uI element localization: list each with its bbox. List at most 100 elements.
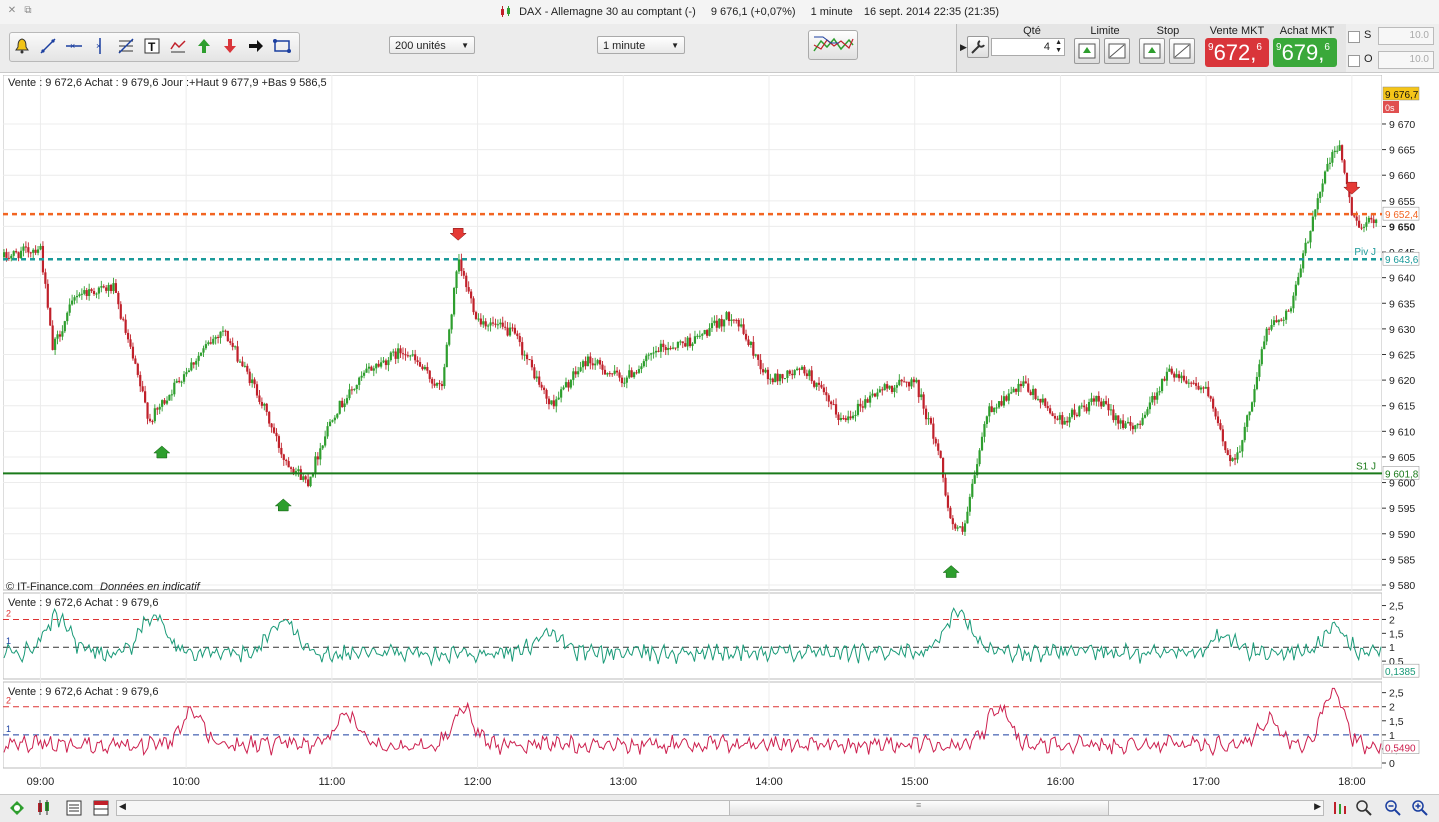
collapse-arrow-icon[interactable]: ▶ [960, 42, 967, 52]
panel2-tick-label: 0 [1389, 758, 1395, 770]
horizontal-scrollbar[interactable]: ◀ ≡ ▶ [116, 800, 1324, 816]
candle-body [1173, 373, 1176, 378]
candle-body [387, 360, 390, 366]
orange-level-badge-bg [1382, 206, 1420, 221]
settings-button[interactable] [967, 36, 989, 58]
candle-body [698, 335, 701, 337]
candle-body [499, 322, 502, 325]
candle-body [1224, 441, 1227, 451]
interval-select[interactable]: 1 minute ▼ [597, 36, 685, 54]
candle-body [1143, 414, 1147, 418]
panel1-info: Vente : 9 672,6 Achat : 9 679,6 [8, 597, 159, 609]
candle-body [36, 249, 40, 253]
candle-body [231, 342, 234, 347]
buy-arrow-icon[interactable] [194, 37, 214, 57]
candle-body [124, 319, 127, 333]
indicators-button[interactable] [808, 30, 858, 60]
candle-body [348, 389, 351, 399]
o-input[interactable]: 10.0 [1378, 51, 1434, 69]
candle-body [1131, 425, 1134, 430]
candle-body [440, 384, 444, 387]
panel2-series-line [3, 687, 1382, 757]
stop-buy-button[interactable] [1139, 38, 1165, 64]
scroll-left-icon[interactable]: ◀ [119, 801, 126, 811]
candle-body [66, 312, 69, 322]
candle-body [606, 373, 609, 375]
candle-body [338, 400, 341, 414]
units-select-value: 200 unités [395, 40, 446, 52]
vline-tool-icon[interactable]: × [90, 37, 110, 57]
buy-mkt-button[interactable]: 9679,6 [1273, 38, 1337, 67]
indicator-icon[interactable] [168, 37, 188, 57]
candle-type-icon[interactable] [35, 799, 53, 817]
candle-body [949, 507, 952, 519]
candle-body [791, 373, 794, 376]
stop-sell-icon [1173, 43, 1191, 59]
pointer-icon[interactable] [246, 37, 266, 57]
zoom-out-icon[interactable] [1384, 799, 1402, 817]
list-icon[interactable] [65, 799, 83, 817]
scroll-thumb[interactable]: ≡ [729, 800, 1109, 815]
candle-body [662, 343, 665, 348]
zoom-rect-icon[interactable] [272, 37, 292, 57]
fibonacci-icon[interactable] [116, 37, 136, 57]
candle-body [144, 391, 147, 403]
candle-body [314, 456, 317, 473]
candle-body [1007, 393, 1010, 401]
stepper-icon[interactable]: ▲ ▼ [1055, 39, 1062, 54]
candle-body [470, 291, 473, 299]
candle-body [584, 361, 587, 367]
settings-icon[interactable] [8, 799, 26, 817]
candle-body [934, 438, 937, 444]
candle-body [873, 393, 877, 397]
limit-buy-button[interactable] [1074, 38, 1100, 64]
candle-body [5, 252, 8, 258]
o-checkbox[interactable] [1348, 55, 1360, 67]
candle-body [431, 378, 434, 384]
detach-icon[interactable]: ⧉ [24, 5, 32, 16]
text-tool-icon[interactable]: T [142, 37, 162, 57]
candle-body [995, 407, 998, 409]
candle-body [1078, 406, 1081, 417]
candle-body [1073, 409, 1076, 415]
line-tool-icon[interactable] [38, 37, 58, 57]
s-input[interactable]: 10.0 [1378, 27, 1434, 45]
qty-input[interactable]: 4 ▲ ▼ [991, 38, 1065, 56]
hline-tool-icon[interactable]: × [64, 37, 84, 57]
candle-body [569, 379, 572, 388]
candle-body [774, 373, 777, 383]
s-checkbox[interactable] [1348, 31, 1360, 43]
stop-sell-button[interactable] [1169, 38, 1195, 64]
candle-body [1046, 406, 1049, 409]
candle-body [671, 347, 675, 349]
candle-body [640, 366, 643, 370]
scroll-right-icon[interactable]: ▶ [1314, 801, 1321, 811]
sell-arrow-icon[interactable] [220, 37, 240, 57]
zoom-reset-icon[interactable] [1330, 799, 1348, 817]
support-badge: 9 601,8 [1385, 469, 1419, 480]
limit-sell-button[interactable] [1104, 38, 1130, 64]
panel2-frame [3, 681, 1382, 769]
price-tick-label: 9 635 [1389, 298, 1415, 310]
candle-body [438, 382, 441, 385]
candle-body [394, 351, 397, 359]
candle-body [161, 400, 164, 407]
bell-icon[interactable] [12, 37, 32, 57]
sell-mkt-button[interactable]: 9672,6 [1205, 38, 1269, 67]
candle-body [978, 450, 981, 465]
candle-body [1187, 382, 1190, 384]
candle-body [448, 329, 451, 345]
units-select[interactable]: 200 unités ▼ [389, 36, 475, 54]
candle-body [289, 467, 293, 469]
price-chart[interactable]: 09:00 10:00 11:00 12:00 13:00 14:00 15:00 16:00… [3, 75, 1382, 793]
candle-body [591, 363, 594, 366]
candle-body [1353, 215, 1356, 217]
close-icon[interactable]: ✕ [7, 5, 17, 16]
candle-body [375, 363, 378, 369]
candle-body [418, 362, 422, 367]
candle-body [1068, 417, 1071, 423]
table-icon[interactable] [92, 799, 110, 817]
zoom-in-icon[interactable] [1411, 799, 1429, 817]
candle-body [866, 399, 869, 403]
zoom-fit-icon[interactable] [1355, 799, 1373, 817]
